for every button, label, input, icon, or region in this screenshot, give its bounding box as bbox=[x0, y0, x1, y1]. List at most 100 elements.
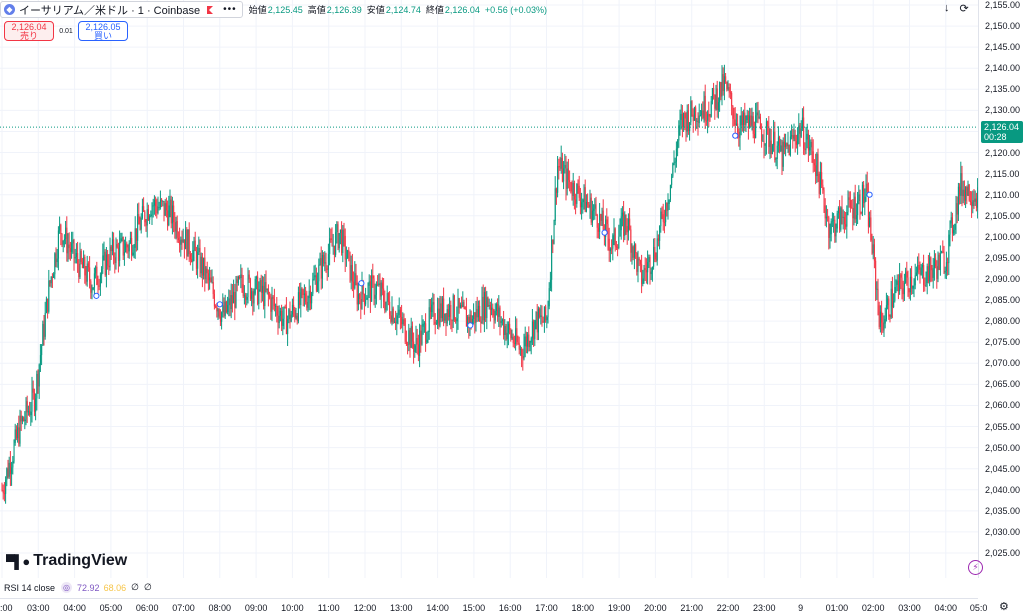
candle-body bbox=[147, 209, 149, 220]
candle-body bbox=[561, 157, 563, 182]
candle-body bbox=[519, 348, 521, 350]
candle-body bbox=[645, 270, 647, 273]
candle-body bbox=[399, 309, 401, 317]
candle-body bbox=[95, 266, 97, 274]
tradingview-watermark[interactable]: ▀▌● TradingView bbox=[6, 552, 127, 570]
candle-body bbox=[962, 189, 964, 197]
candle-body bbox=[161, 199, 163, 202]
rsi-indicator-icon[interactable]: ◎ bbox=[61, 582, 73, 593]
time-axis[interactable]: :00 03:00 04:00 05:00 06:00 07:00 08:00 09:00 10… bbox=[0, 598, 987, 614]
candlestick-chart[interactable] bbox=[0, 0, 978, 578]
candle-body bbox=[188, 229, 190, 255]
candle-body bbox=[241, 274, 243, 285]
event-marker bbox=[358, 280, 365, 287]
candle-body bbox=[921, 265, 923, 268]
symbol-title[interactable]: イーサリアム／米ドル · 1 · Coinbase bbox=[19, 4, 201, 17]
candle-body bbox=[67, 244, 69, 254]
candle-body bbox=[701, 110, 703, 116]
candle-body bbox=[108, 265, 110, 268]
candle-body bbox=[476, 308, 478, 318]
candle-body bbox=[158, 207, 160, 209]
candle-body bbox=[308, 290, 310, 299]
candle-body bbox=[416, 337, 418, 345]
candle-body bbox=[499, 307, 501, 323]
symbol-selector[interactable]: ◆ イーサリアム／米ドル · 1 · Coinbase ••• bbox=[0, 1, 243, 18]
candle-body bbox=[181, 239, 183, 242]
candle-body bbox=[633, 244, 635, 258]
refresh-icon[interactable]: ⟳ bbox=[959, 3, 969, 15]
time-tick-label: :00 bbox=[0, 603, 13, 613]
candle-body bbox=[866, 183, 868, 192]
candle-body bbox=[903, 282, 905, 295]
time-tick-label: 9 bbox=[798, 603, 804, 613]
candle-body bbox=[581, 202, 583, 208]
price-tick-label: 2,055.00 bbox=[985, 421, 1021, 432]
candle-body bbox=[731, 92, 733, 106]
candle-body bbox=[173, 205, 175, 223]
price-tick-label: 2,050.00 bbox=[985, 442, 1021, 453]
candle-body bbox=[84, 256, 86, 276]
candle-body bbox=[139, 224, 141, 230]
candle-body bbox=[109, 246, 111, 268]
candle-body bbox=[667, 203, 669, 211]
candle-body bbox=[163, 201, 165, 216]
candle-body bbox=[216, 306, 218, 312]
candle-body bbox=[27, 411, 29, 413]
more-dots-icon[interactable]: ••• bbox=[223, 4, 237, 15]
candle-body bbox=[595, 204, 597, 215]
candle-body bbox=[631, 246, 633, 253]
time-tick-label: 02:00 bbox=[861, 603, 885, 613]
candle-body bbox=[26, 401, 28, 413]
settings-gear-icon[interactable]: ⚙ bbox=[999, 601, 1009, 613]
candle-body bbox=[200, 256, 202, 274]
candle-body bbox=[637, 258, 639, 272]
candle-body bbox=[11, 467, 13, 474]
candle-body bbox=[83, 256, 85, 268]
candle-body bbox=[354, 273, 356, 289]
candle-body bbox=[959, 186, 961, 196]
candle-body bbox=[57, 230, 59, 259]
candle-body bbox=[180, 239, 182, 245]
candle-body bbox=[920, 267, 922, 275]
candle-body bbox=[882, 322, 884, 331]
candle-body bbox=[344, 235, 346, 260]
rsi-legend[interactable]: RSI 14 close ◎ 72.92 68.06 ∅ ∅ bbox=[4, 582, 157, 593]
buy-button[interactable]: 2,126.05 買い bbox=[78, 21, 128, 41]
candle-body bbox=[522, 356, 524, 359]
sell-button[interactable]: 2,126.04 売り bbox=[4, 21, 54, 41]
price-axis[interactable]: 2,155.00 2,150.00 2,145.00 2,140.00 2,135.00… bbox=[978, 0, 1024, 578]
candle-body bbox=[569, 180, 571, 183]
candle-body bbox=[457, 298, 459, 319]
candle-body bbox=[699, 115, 701, 117]
candle-body bbox=[45, 298, 47, 313]
candle-body bbox=[284, 306, 286, 308]
candle-body bbox=[9, 462, 11, 474]
candle-body bbox=[710, 101, 712, 117]
candle-body bbox=[746, 115, 748, 120]
time-tick-label: 08:00 bbox=[208, 603, 232, 613]
candle-body bbox=[212, 281, 214, 295]
candle-body bbox=[878, 305, 880, 327]
candle-body bbox=[599, 214, 601, 232]
candle-body bbox=[941, 251, 943, 254]
candle-body bbox=[206, 268, 208, 274]
candle-body bbox=[823, 190, 825, 206]
flag-icon[interactable] bbox=[207, 5, 214, 14]
candle-body bbox=[426, 339, 428, 343]
candle-body bbox=[378, 283, 380, 285]
candle-body bbox=[827, 216, 829, 218]
candle-body bbox=[23, 417, 25, 421]
lightning-icon[interactable]: ⚡ bbox=[968, 560, 983, 575]
candle-body bbox=[71, 243, 73, 252]
candle-body bbox=[709, 116, 711, 118]
candle-body bbox=[281, 310, 283, 326]
candle-body bbox=[589, 197, 591, 208]
candle-body bbox=[218, 309, 220, 317]
time-tick-label: 04:00 bbox=[934, 603, 958, 613]
chart-legend-header: ◆ イーサリアム／米ドル · 1 · Coinbase ••• 始値 2,125… bbox=[0, 0, 552, 19]
candle-body bbox=[578, 185, 580, 198]
chart-pane[interactable] bbox=[0, 0, 978, 578]
candle-body bbox=[187, 229, 189, 257]
candle-body bbox=[937, 254, 939, 279]
arrow-down-icon[interactable]: ↓ bbox=[944, 2, 950, 14]
